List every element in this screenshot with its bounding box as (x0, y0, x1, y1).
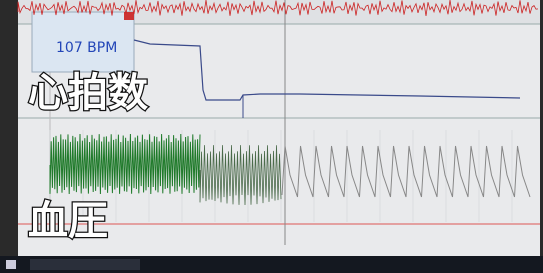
page: 107 BPM 心拍数 血圧 (() => { const data = JSO… (0, 0, 543, 273)
start-icon (6, 260, 16, 269)
caption-heart-rate: 心拍数 (28, 70, 148, 116)
search-box (30, 259, 140, 270)
bpm-readout: 107 BPM (56, 40, 117, 56)
caption-blood-pressure: 血圧 (28, 198, 108, 244)
screen-photo: 107 BPM 心拍数 血圧 (0, 0, 543, 273)
